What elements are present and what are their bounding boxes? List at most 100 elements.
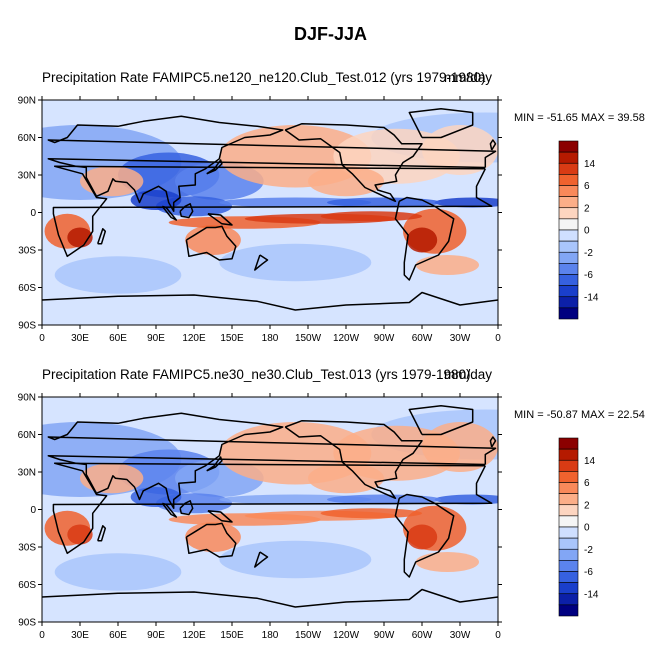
colorbar-swatch — [558, 151, 579, 164]
colorbar-swatch — [558, 240, 579, 253]
colorbar-swatch — [558, 471, 579, 483]
coastline-south-america — [394, 493, 455, 578]
x-tick-label: 90E — [147, 630, 165, 641]
precip-anomaly — [308, 166, 384, 197]
y-tick-label: 30S — [18, 246, 36, 257]
colorbar-swatch — [558, 251, 579, 264]
x-tick-label: 120W — [333, 333, 360, 344]
panel-2-case: FAMIPC5.ne30_ne30.Club_Test.013 (yrs 197… — [152, 367, 471, 382]
panel-2-minmax: MIN = -50.87 MAX = 22.54 — [514, 409, 645, 421]
colorbar-label: 0 — [584, 523, 590, 534]
colorbar-label: -6 — [584, 567, 593, 578]
colorbar-swatch — [558, 296, 579, 309]
x-tick-label: 180 — [262, 630, 279, 641]
colorbar-label: 0 — [584, 226, 590, 237]
precip-anomaly — [219, 243, 372, 282]
x-tick-label: 150E — [220, 333, 244, 344]
y-tick-label: 60S — [18, 283, 36, 294]
figure-title: DJF-JJA — [293, 24, 368, 44]
precip-anomaly — [415, 552, 480, 572]
colorbar-label: -2 — [584, 248, 593, 259]
x-tick-label: 60E — [109, 333, 127, 344]
coastline-eurasia — [47, 115, 497, 213]
x-tick-label: 60W — [412, 630, 433, 641]
coastline-uk — [489, 436, 497, 448]
coastlines — [42, 108, 498, 311]
coastline-madagascar — [96, 228, 107, 245]
x-tick-label: 0 — [495, 333, 501, 344]
x-tick-label: 150W — [295, 630, 322, 641]
precip-anomaly — [415, 255, 480, 275]
coastline-greenland — [408, 108, 474, 139]
precip-anomaly — [67, 524, 93, 545]
precip-anomaly — [327, 494, 441, 505]
x-tick-label: 150E — [220, 630, 244, 641]
colorbar-swatch — [558, 218, 579, 231]
colorbar-swatch — [558, 537, 579, 550]
y-tick-label: 0 — [30, 505, 36, 516]
colorbar-swatch — [558, 162, 579, 175]
colorbar-swatch — [558, 229, 579, 242]
y-tick-label: 30N — [18, 468, 36, 479]
colorbar-label: 2 — [584, 500, 590, 511]
x-tick-label: 150W — [295, 333, 322, 344]
y-tick-label: 30N — [18, 171, 36, 182]
colorbar-swatch — [558, 526, 579, 539]
x-tick-label: 0 — [39, 333, 45, 344]
precip-anomaly — [219, 494, 372, 505]
precip-anomaly — [406, 227, 438, 253]
precip-anomaly — [308, 463, 384, 494]
panel-2-variable: Precipitation Rate — [42, 367, 149, 382]
precip-anomaly — [320, 211, 423, 222]
precip-anomaly — [219, 197, 372, 208]
colorbar-swatch — [558, 448, 579, 461]
coastline-africa — [52, 165, 493, 258]
y-tick-label: 90N — [18, 96, 36, 107]
coastline-japan — [206, 159, 223, 175]
colorbar-swatch — [558, 459, 579, 472]
colorbar-swatch — [558, 207, 579, 220]
precip-anomaly — [185, 225, 241, 255]
precip-field — [42, 100, 498, 325]
colorbar-swatch — [558, 582, 579, 595]
x-tick-label: 30E — [71, 333, 89, 344]
colorbar-label: -6 — [584, 270, 593, 281]
x-tick-label: 30W — [450, 630, 471, 641]
coastline-borneo — [179, 500, 194, 516]
colorbar-swatch — [558, 285, 579, 298]
colorbar-swatch — [558, 515, 579, 528]
x-tick-label: 120E — [182, 630, 206, 641]
panel-1-case: FAMIPC5.ne120_ne120.Club_Test.012 (yrs 1… — [152, 70, 486, 85]
colorbar-swatch — [558, 174, 579, 186]
x-tick-label: 90W — [374, 333, 395, 344]
precip-anomaly — [67, 227, 93, 248]
y-tick-label: 30S — [18, 543, 36, 554]
coastline-eurasia — [47, 412, 497, 510]
colorbar-label: -14 — [584, 589, 599, 600]
panel-2-units: mm/day — [444, 367, 493, 382]
coastline-antarctica — [42, 588, 498, 608]
x-tick-label: 180 — [262, 333, 279, 344]
coastline-new-guinea — [207, 510, 233, 523]
y-tick-label: 90S — [18, 321, 36, 332]
colorbar-swatch — [558, 274, 579, 286]
colorbar-swatch — [558, 571, 579, 583]
x-tick-label: 60E — [109, 630, 127, 641]
panel-1-map-svg: 0 30E 60E 90E 120E 150E 180 150W 120W 90W 60W 30W 09… — [18, 96, 599, 345]
map-panel-1: Precipitation Rate FAMIPC5.ne120_ne120.C… — [0, 66, 661, 366]
coastline-north-america — [284, 123, 423, 203]
y-tick-label: 90N — [18, 393, 36, 404]
colorbar-swatch — [558, 604, 579, 617]
precip-anomaly — [406, 524, 438, 550]
y-tick-label: 60N — [18, 430, 36, 441]
x-tick-label: 120E — [182, 333, 206, 344]
y-tick-label: 60N — [18, 133, 36, 144]
coastline-north-america — [284, 420, 423, 500]
coastline-greenland — [408, 405, 474, 436]
panel-1-minmax: MIN = -51.65 MAX = 39.58 — [514, 112, 645, 124]
coastlines — [42, 405, 498, 608]
precip-field — [42, 397, 498, 622]
colorbar-swatch — [558, 185, 579, 197]
colorbar-swatch — [558, 504, 579, 517]
coastline-africa — [52, 462, 493, 555]
